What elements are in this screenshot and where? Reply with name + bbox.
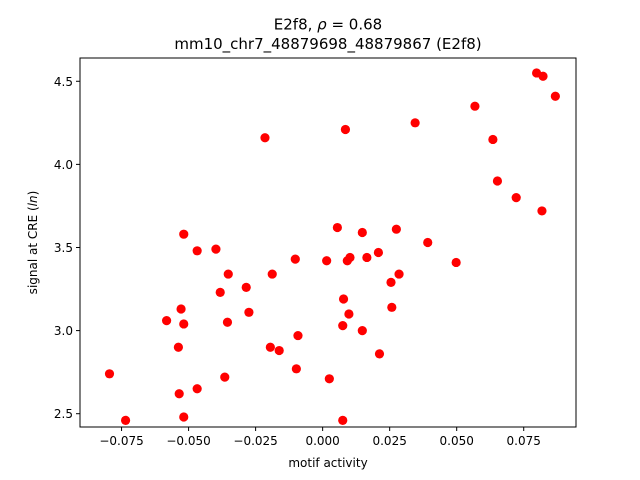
scatter-point — [293, 330, 303, 341]
scatter-point — [274, 345, 284, 356]
scatter-point — [391, 224, 401, 234]
scatter-point — [362, 252, 372, 263]
scatter-point — [290, 254, 300, 264]
x-axis-label: motif activity — [288, 456, 367, 470]
scatter-point — [332, 222, 342, 233]
axes-frame — [79, 57, 577, 428]
scatter-point — [488, 134, 498, 145]
scatter-point — [374, 349, 385, 359]
scatter-point — [260, 133, 270, 143]
scatter-point — [345, 252, 355, 263]
scatter-point — [470, 101, 480, 111]
x-axis-ticks: −0.075 −0.050 −0.025 0.000 0.025 0.050 0.075 — [99, 427, 541, 448]
scatter-point — [104, 369, 115, 379]
scatter-point — [244, 307, 254, 317]
x-tick-label: 0.075 — [507, 434, 541, 448]
scatter-point — [324, 374, 334, 384]
scatter-point — [423, 237, 433, 248]
scatter-point — [322, 256, 332, 266]
y-tick-label: 4.0 — [54, 158, 73, 172]
chart-title-line1: E2f8, ρ = 0.68 — [274, 16, 382, 34]
scatter-point — [338, 321, 348, 331]
y-axis-label: signal at CRE (ln) — [26, 191, 40, 295]
y-tick-label: 4.5 — [54, 75, 73, 89]
scatter-point — [161, 316, 172, 326]
y-axis-ticks: 2.5 3.0 3.5 4.0 4.5 — [54, 75, 80, 421]
scatter-point — [267, 269, 277, 279]
y-tick-label: 3.0 — [54, 324, 73, 338]
scatter-point — [373, 247, 384, 258]
scatter-point — [511, 193, 521, 203]
scatter-point — [176, 304, 186, 314]
scatter-point — [211, 244, 221, 254]
scatter-point — [344, 309, 354, 319]
x-tick-label: −0.025 — [233, 434, 277, 448]
scatter-point — [537, 206, 547, 216]
chart-title-line2: mm10_chr7_48879698_48879867 (E2f8) — [174, 35, 481, 54]
scatter-point — [222, 317, 233, 327]
scatter-point — [394, 269, 404, 279]
x-tick-label: 0.025 — [372, 434, 406, 448]
y-tick-label: 3.5 — [54, 241, 73, 255]
data-points — [104, 68, 560, 425]
scatter-point — [538, 71, 548, 81]
scatter-point — [550, 91, 560, 101]
scatter-point — [192, 246, 202, 256]
scatter-point — [340, 124, 351, 135]
scatter-point — [265, 342, 275, 352]
x-tick-label: −0.075 — [99, 434, 143, 448]
scatter-point — [179, 319, 189, 329]
scatter-point — [386, 277, 396, 287]
scatter-point — [120, 415, 131, 425]
y-tick-label: 2.5 — [54, 407, 73, 421]
scatter-point — [179, 229, 189, 239]
scatter-point — [192, 384, 202, 394]
scatter-point — [220, 372, 230, 382]
scatter-point — [387, 302, 397, 312]
x-tick-label: 0.000 — [305, 434, 339, 448]
scatter-point — [223, 269, 233, 279]
scatter-point — [291, 364, 301, 374]
scatter-point — [357, 227, 367, 238]
x-tick-label: −0.050 — [166, 434, 210, 448]
scatter-point — [492, 176, 503, 186]
scatter-point — [338, 415, 348, 425]
scatter-point — [451, 257, 461, 268]
scatter-point — [215, 287, 225, 297]
scatter-point — [357, 325, 367, 336]
scatter-point — [410, 118, 420, 128]
scatter-point — [241, 282, 251, 292]
scatter-point — [173, 342, 183, 352]
scatter-point — [174, 389, 184, 399]
scatter-point — [338, 294, 349, 304]
scatter-point — [179, 412, 189, 422]
x-tick-label: 0.050 — [440, 434, 474, 448]
